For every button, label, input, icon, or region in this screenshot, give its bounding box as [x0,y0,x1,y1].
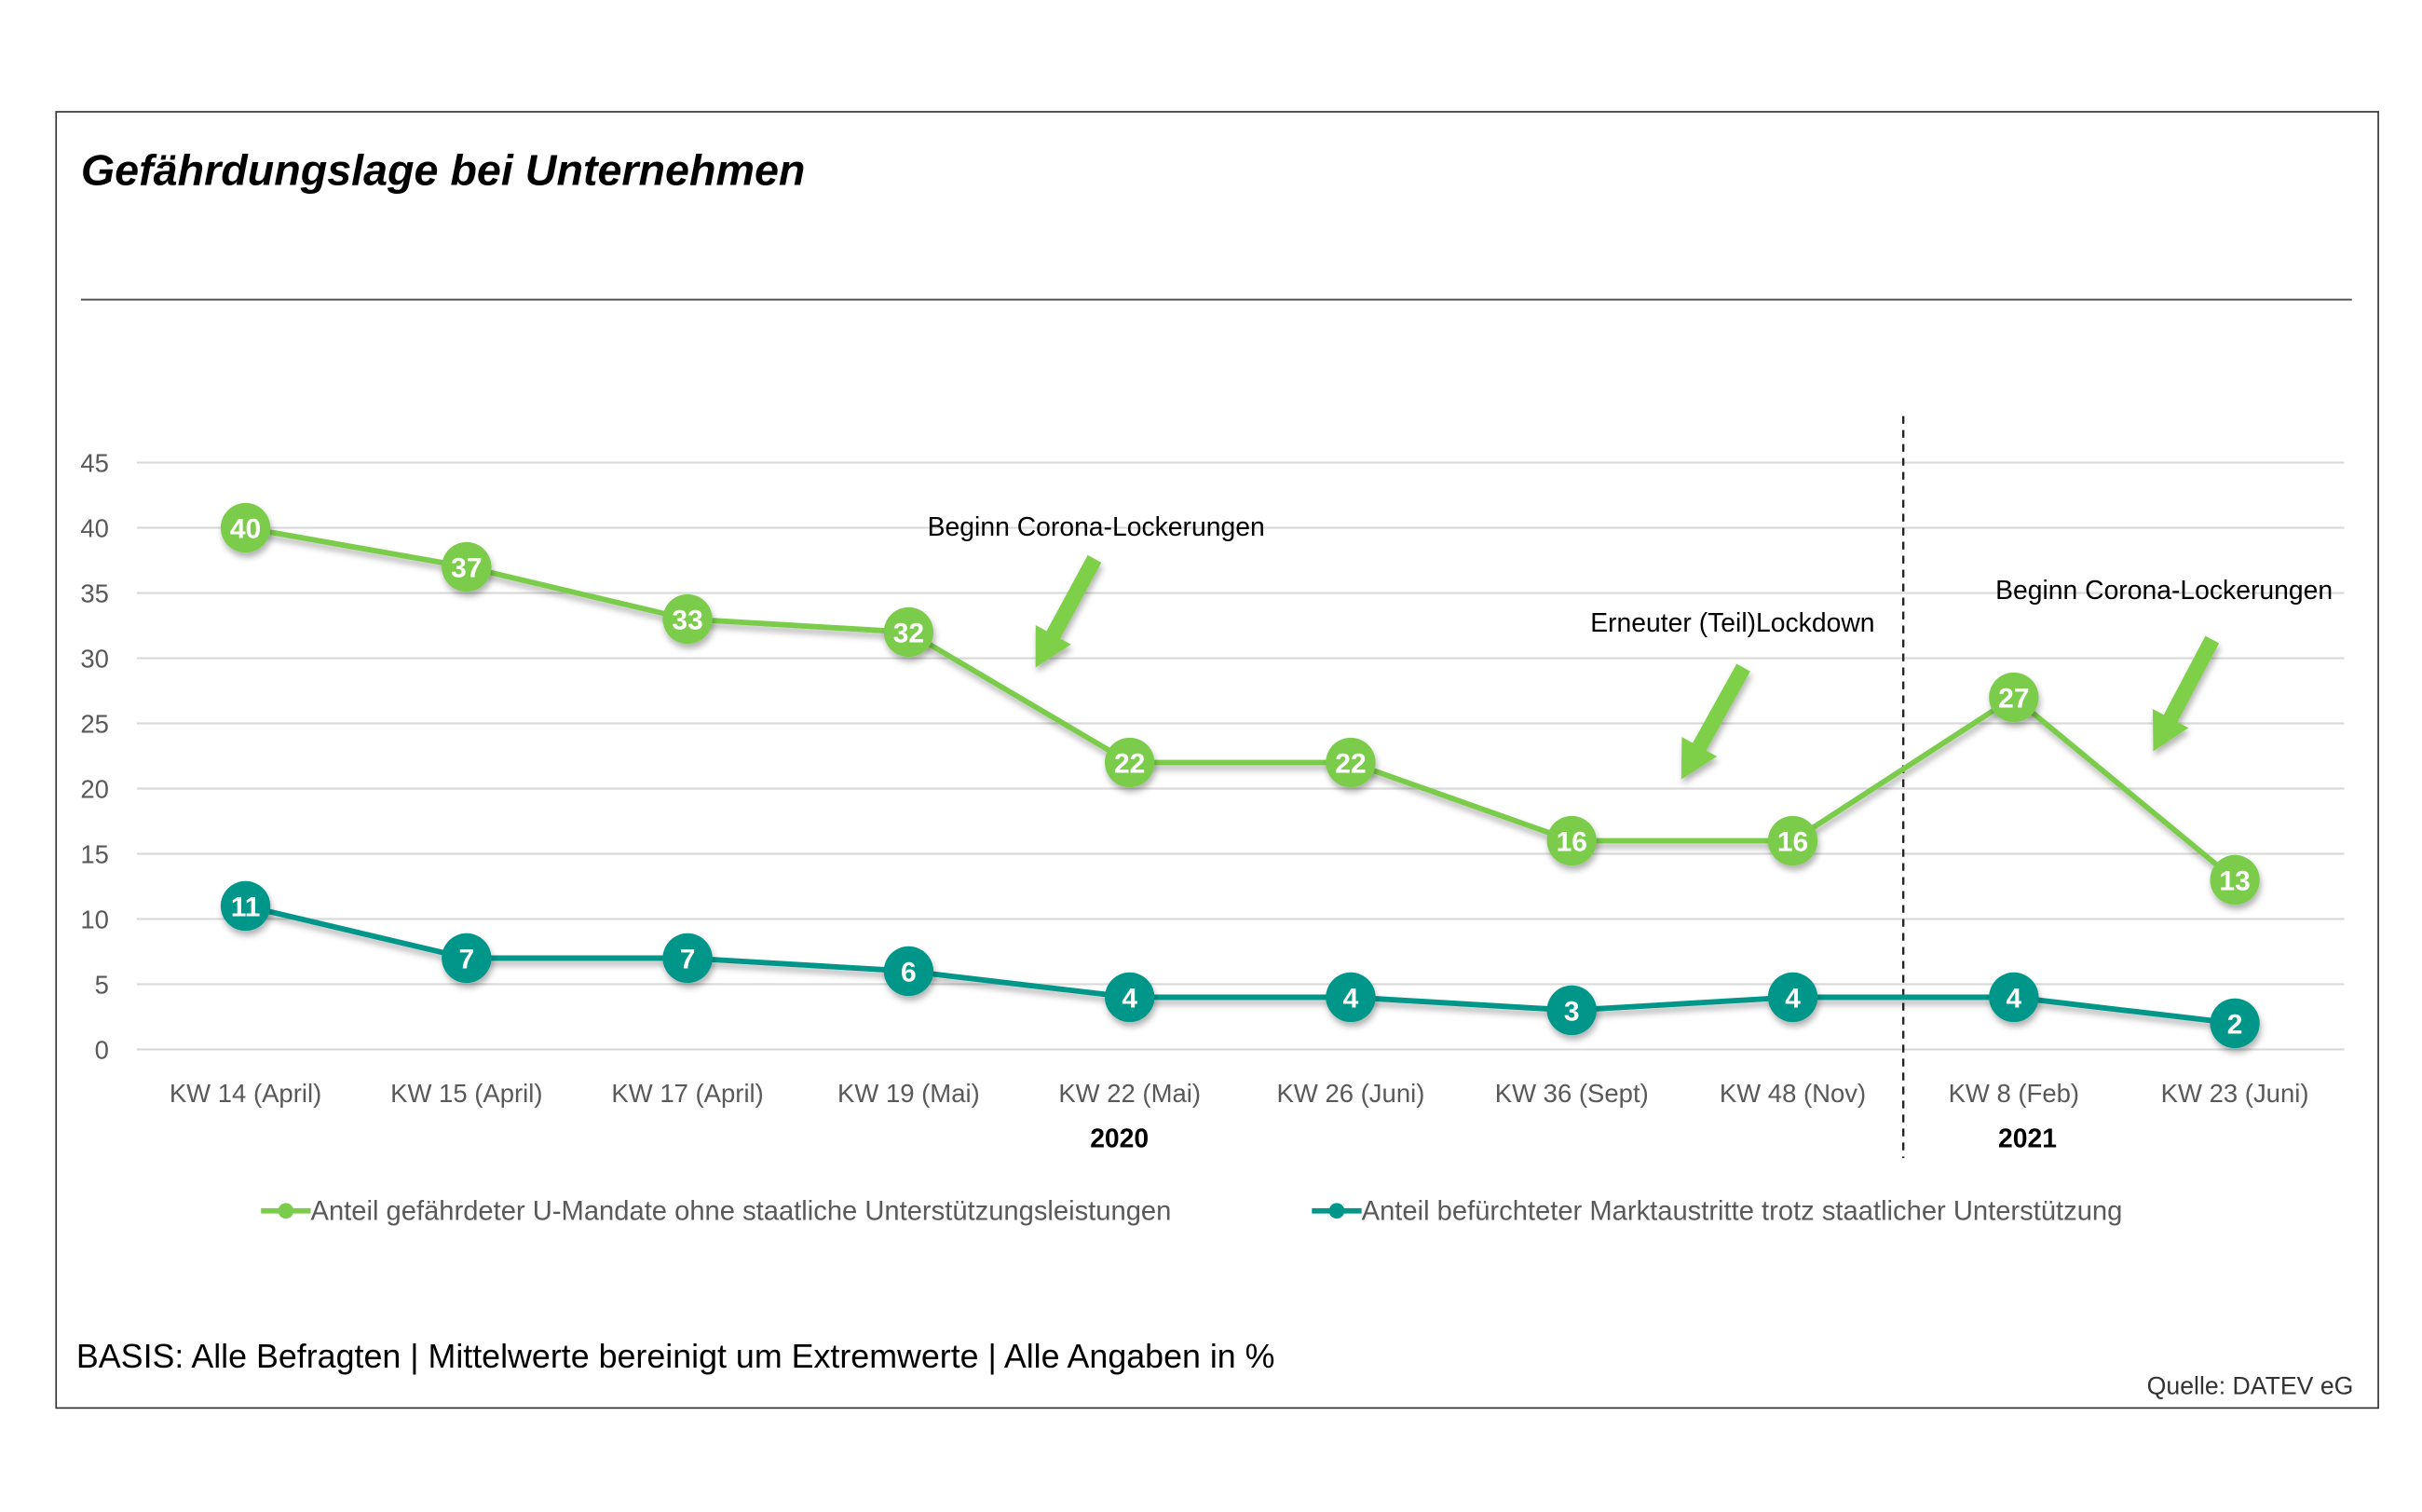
annotation-arrow [1680,663,1750,780]
data-label: 13 [2219,865,2250,896]
series-1: 11 7 7 6 4 4 3 4 4 2 [220,880,2260,1049]
data-point [2210,998,2260,1049]
annotation-arrow [1035,554,1102,668]
data-label: 11 [231,892,261,922]
data-point [442,933,492,984]
legend-marker [278,1203,294,1219]
data-label: 4 [1785,983,1801,1014]
year-label-2020: 2020 [1090,1124,1149,1153]
data-label: 6 [901,957,917,988]
data-label: 32 [893,618,924,648]
data-point [220,502,271,553]
legend-label: Anteil gefährdeter U-Mandate ohne staatl… [311,1197,1172,1227]
data-point [883,606,934,658]
x-tick-label: KW 26 (Juni) [1277,1079,1425,1108]
annotation-lockerungen-2020: Beginn Corona-Lockerungen [928,512,1265,542]
annotation-lockdown: Erneuter (Teil)Lockdown [1590,608,1874,638]
y-tick-label: 25 [80,710,109,739]
data-point [220,880,271,932]
y-tick-label: 20 [80,774,109,803]
x-tick-label: KW 17 (April) [611,1079,763,1108]
data-point [2210,854,2260,906]
data-label: 4 [1122,983,1137,1014]
y-tick-label: 10 [80,905,109,933]
data-label: 37 [451,552,482,583]
data-point [1326,972,1376,1023]
data-label: 3 [1564,996,1580,1027]
legend-marker [1328,1203,1345,1219]
y-tick-label: 40 [80,514,109,543]
data-label: 4 [2006,983,2021,1014]
x-tick-label: KW 8 (Feb) [1949,1079,2080,1108]
year-label-2021: 2021 [1998,1124,2057,1153]
y-tick-label: 0 [95,1035,109,1064]
y-tick-label: 30 [80,645,109,674]
basis-note: BASIS: Alle Befragten | Mittelwerte bere… [76,1338,1275,1375]
data-point [1326,737,1376,788]
data-point [662,593,713,645]
series-0: 40 37 33 32 22 22 16 16 27 13 [220,502,2260,906]
data-point [662,933,713,984]
data-point [1105,972,1155,1023]
data-label: 16 [1777,826,1808,857]
data-point [1105,737,1155,788]
legend-item-1: Anteil befürchteter Marktaustritte trotz… [1312,1197,2122,1227]
annotation-lockerungen-2021: Beginn Corona-Lockerungen [1995,576,2333,606]
data-label: 22 [1335,748,1366,779]
y-tick-label: 35 [80,579,109,608]
data-label: 7 [458,944,474,974]
data-point [442,541,492,593]
x-tick-label: KW 19 (Mai) [837,1079,980,1108]
data-label: 7 [680,944,696,974]
data-label: 4 [1343,983,1359,1014]
y-tick-label: 5 [95,970,109,999]
data-point [883,946,934,997]
series-line [245,524,2237,882]
data-point [1989,972,2039,1023]
legend-label: Anteil befürchteter Marktaustritte trotz… [1362,1197,2123,1227]
chart-title: Gefährdungslage bei Unternehmen [81,145,805,194]
data-label: 33 [672,605,702,635]
data-point [1546,985,1597,1036]
y-tick-label: 45 [80,449,109,478]
data-point [1546,815,1597,866]
data-label: 27 [1998,683,2029,714]
data-point [1767,815,1818,866]
x-tick-label: KW 48 (Nov) [1720,1079,1866,1108]
annotation-arrow [2152,635,2220,752]
series-line [244,903,2236,1027]
x-tick-label: KW 22 (Mai) [1058,1079,1201,1108]
data-label: 16 [1557,826,1587,857]
x-tick-label: KW 14 (April) [170,1079,321,1108]
source-note: Quelle: DATEV eG [2147,1371,2354,1399]
data-label: 2 [2227,1009,2243,1040]
data-label: 40 [230,513,261,544]
x-tick-label: KW 15 (April) [390,1079,542,1108]
data-point [1767,972,1818,1023]
data-label: 22 [1114,748,1145,779]
data-point [1989,672,2039,723]
x-tick-label: KW 36 (Sept) [1495,1079,1649,1108]
legend-item-0: Anteil gefährdeter U-Mandate ohne staatl… [261,1197,1171,1227]
y-tick-label: 15 [80,839,109,868]
x-tick-label: KW 23 (Juni) [2161,1079,2309,1108]
